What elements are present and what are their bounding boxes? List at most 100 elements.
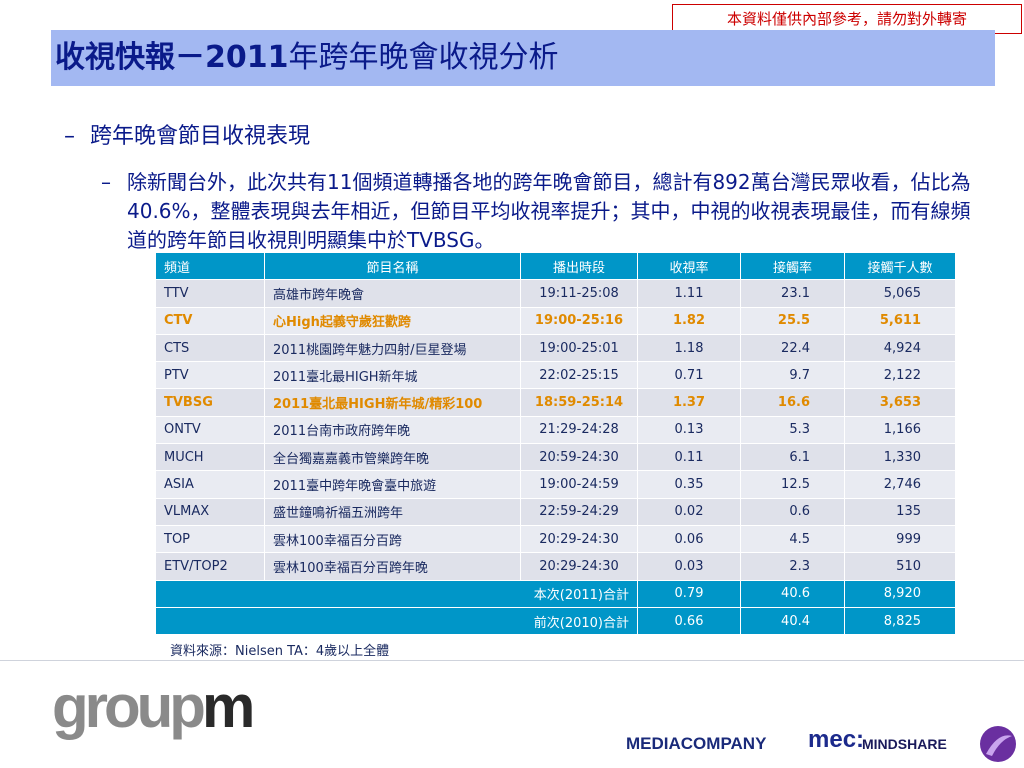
cell-reach-thousands: 8,920 xyxy=(844,579,956,608)
table-header-row: 頻道 節目名稱 播出時段 收視率 接觸率 接觸千人數 xyxy=(155,251,956,281)
cell-reach: 23.1 xyxy=(740,279,845,308)
cell-time: 20:29-24:30 xyxy=(520,552,638,581)
cell-rating: 1.37 xyxy=(637,388,741,417)
cell-reach: 4.5 xyxy=(740,524,845,554)
cell-reach: 22.4 xyxy=(740,333,845,363)
title-bar xyxy=(51,30,995,86)
cell-reach-thousands: 8,825 xyxy=(844,606,956,636)
cell-rating: 0.71 xyxy=(637,361,741,390)
cell-program: 2011臺中跨年晚會臺中旅遊 xyxy=(264,470,521,499)
header-reach: 接觸率 xyxy=(740,251,845,281)
table-row: ONTV 2011台南市政府跨年晚 21:29-24:28 0.13 5.3 1,166 xyxy=(155,415,956,445)
table-row: CTS 2011桃園跨年魅力四射/巨星登場 19:00-25:01 1.18 22.4 4… xyxy=(155,333,956,363)
cell-rating: 0.03 xyxy=(637,552,741,581)
cell-reach: 6.1 xyxy=(740,443,845,472)
cell-rating: 0.35 xyxy=(637,470,741,499)
cell-time: 19:00-25:16 xyxy=(520,306,638,335)
cell-channel: ASIA xyxy=(155,470,265,499)
cell-channel: ONTV xyxy=(155,415,265,445)
table-row: ASIA 2011臺中跨年晚會臺中旅遊 19:00-24:59 0.35 12.5 2,7… xyxy=(155,470,956,499)
cell-reach-thousands: 5,611 xyxy=(844,306,956,335)
table-row: TOP 雲林100幸福百分百跨 20:29-24:30 0.06 4.5 999 xyxy=(155,524,956,554)
table-row: TTV 高雄市跨年晚會 19:11-25:08 1.11 23.1 5,065 xyxy=(155,279,956,308)
bullet-level-1-text: 跨年晚會節目收視表現 xyxy=(90,124,311,149)
cell-time: 19:11-25:08 xyxy=(520,279,638,308)
cell-time: 22:59-24:29 xyxy=(520,497,638,526)
table-row: TVBSG 2011臺北最HIGH新年城/精彩100 18:59-25:14 1.37… xyxy=(155,388,956,417)
cell-reach-thousands: 1,330 xyxy=(844,443,956,472)
cell-time: 19:00-25:01 xyxy=(520,333,638,363)
cell-reach: 12.5 xyxy=(740,470,845,499)
mindshare-emblem-icon xyxy=(980,726,1016,762)
slide-title: 收視快報－2011年跨年晚會收視分析 xyxy=(55,36,559,80)
groupm-logo-part-b: m xyxy=(201,673,255,740)
cell-rating: 0.13 xyxy=(637,415,741,445)
cell-time: 18:59-25:14 xyxy=(520,388,638,417)
cell-channel: ETV/TOP2 xyxy=(155,552,265,581)
cell-reach-thousands: 3,653 xyxy=(844,388,956,417)
cell-reach-thousands: 999 xyxy=(844,524,956,554)
cell-channel: TVBSG xyxy=(155,388,265,417)
cell-reach: 2.3 xyxy=(740,552,845,581)
cell-program: 高雄市跨年晚會 xyxy=(264,279,521,308)
data-source-note: 資料來源：Nielsen TA：4歲以上全體 xyxy=(170,644,390,659)
cell-reach: 25.5 xyxy=(740,306,845,335)
cell-channel: TOP xyxy=(155,524,265,554)
cell-reach-thousands: 2,122 xyxy=(844,361,956,390)
table-row: CTV 心High起義守歲狂歡跨 19:00-25:16 1.82 25.5 5,611 xyxy=(155,306,956,335)
header-rating: 收視率 xyxy=(637,251,741,281)
bullet-level-2-text: 除新聞台外，此次共有11個頻道轉播各地的跨年晚會節目，總計有892萬台灣民眾收看… xyxy=(127,170,971,252)
cell-time: 19:00-24:59 xyxy=(520,470,638,499)
cell-program: 2011臺北最HIGH新年城/精彩100 xyxy=(264,388,521,417)
table-row: MUCH 全台獨嘉嘉義市管樂跨年晚 20:59-24:30 0.11 6.1 1,330 xyxy=(155,443,956,472)
mindshare-logo: MINDSHARE xyxy=(862,736,947,752)
bullet-dash: – xyxy=(101,170,111,194)
cell-reach-thousands: 510 xyxy=(844,552,956,581)
cell-reach: 16.6 xyxy=(740,388,845,417)
cell-reach: 40.6 xyxy=(740,579,845,608)
cell-channel: CTS xyxy=(155,333,265,363)
header-time: 播出時段 xyxy=(520,251,638,281)
title-bold-part: 收視快報－2011 xyxy=(55,40,289,75)
cell-program: 盛世鐘鳴祈福五洲跨年 xyxy=(264,497,521,526)
cell-reach-thousands: 135 xyxy=(844,497,956,526)
cell-rating: 1.82 xyxy=(637,306,741,335)
cell-reach: 5.3 xyxy=(740,415,845,445)
cell-reach-thousands: 4,924 xyxy=(844,333,956,363)
table-total-row: 本次(2011)合計 0.79 40.6 8,920 xyxy=(155,579,956,608)
footer-divider xyxy=(0,660,1024,661)
bullet-level-2: – 除新聞台外，此次共有11個頻道轉播各地的跨年晚會節目，總計有892萬台灣民眾… xyxy=(101,168,981,255)
table-total-row: 前次(2010)合計 0.66 40.4 8,825 xyxy=(155,606,956,636)
cell-time: 21:29-24:28 xyxy=(520,415,638,445)
cell-reach-thousands: 5,065 xyxy=(844,279,956,308)
cell-program: 2011臺北最HIGH新年城 xyxy=(264,361,521,390)
table-row: PTV 2011臺北最HIGH新年城 22:02-25:15 0.71 9.7 2,122 xyxy=(155,361,956,390)
confidential-notice: 本資料僅供內部參考，請勿對外轉寄 xyxy=(672,4,1022,34)
mediacompany-logo: MEDIACOMPANY xyxy=(626,734,767,753)
table-row: VLMAX 盛世鐘鳴祈福五洲跨年 22:59-24:29 0.02 0.6 135 xyxy=(155,497,956,526)
ratings-table: 頻道 節目名稱 播出時段 收視率 接觸率 接觸千人數 TTV 高雄市跨年晚會 19:… xyxy=(155,251,956,636)
header-program: 節目名稱 xyxy=(264,251,521,281)
mec-logo: mec: xyxy=(808,726,865,753)
header-channel: 頻道 xyxy=(155,251,265,281)
cell-channel: CTV xyxy=(155,306,265,335)
header-reach-thousands: 接觸千人數 xyxy=(844,251,956,281)
groupm-logo: groupm xyxy=(52,673,255,740)
cell-channel: PTV xyxy=(155,361,265,390)
cell-program: 雲林100幸福百分百跨 xyxy=(264,524,521,554)
cell-rating: 0.02 xyxy=(637,497,741,526)
cell-reach: 9.7 xyxy=(740,361,845,390)
cell-rating: 1.11 xyxy=(637,279,741,308)
cell-reach: 0.6 xyxy=(740,497,845,526)
cell-rating: 0.79 xyxy=(637,579,741,608)
cell-program: 全台獨嘉嘉義市管樂跨年晚 xyxy=(264,443,521,472)
cell-rating: 0.11 xyxy=(637,443,741,472)
bullet-level-1: – 跨年晚會節目收視表現 xyxy=(64,118,310,150)
bullet-dash: – xyxy=(64,124,75,149)
cell-time: 22:02-25:15 xyxy=(520,361,638,390)
cell-program: 雲林100幸福百分百跨年晚 xyxy=(264,552,521,581)
cell-reach-thousands: 2,746 xyxy=(844,470,956,499)
cell-channel: VLMAX xyxy=(155,497,265,526)
cell-rating: 1.18 xyxy=(637,333,741,363)
cell-rating: 0.06 xyxy=(637,524,741,554)
